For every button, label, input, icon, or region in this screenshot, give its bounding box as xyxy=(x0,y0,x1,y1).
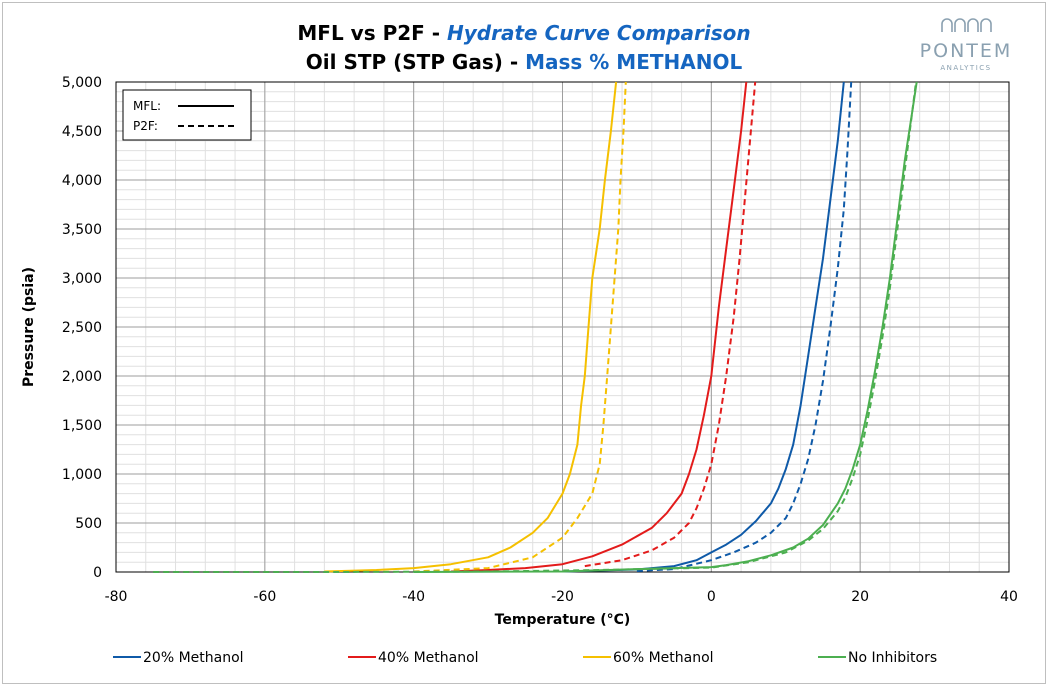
line-style-label: P2F: xyxy=(133,119,158,133)
major-gridlines xyxy=(115,81,1010,573)
series-line-20-methanol-p2f xyxy=(636,81,853,572)
series-line-60-methanol-mfl xyxy=(324,81,618,573)
legend-label: No Inhibitors xyxy=(848,650,937,666)
pontem-logo: PONTEM ANALYTICS xyxy=(920,18,1013,72)
y-tick-label: 3,500 xyxy=(62,222,102,238)
y-tick-label: 4,000 xyxy=(62,173,102,189)
title-line2-accent: Mass % METHANOL xyxy=(525,50,742,74)
logo-name: PONTEM xyxy=(920,40,1013,62)
legend-label: 40% Methanol xyxy=(378,650,479,666)
line-style-legend: MFL: P2F: xyxy=(122,89,252,141)
title-line1-prefix: MFL vs P2F - xyxy=(297,21,447,45)
hydrate-curve-chart: MFL vs P2F - Hydrate Curve Comparison Oi… xyxy=(21,18,1018,666)
series-line-40-methanol-p2f xyxy=(584,81,757,568)
x-tick-label: -60 xyxy=(253,589,276,605)
logo-tagline: ANALYTICS xyxy=(940,64,991,72)
legend-label: 60% Methanol xyxy=(613,650,714,666)
y-tick-label: 2,500 xyxy=(62,320,102,336)
title-line2-prefix: Oil STP (STP Gas) - xyxy=(306,50,525,74)
y-tick-label: 2,000 xyxy=(62,369,102,385)
x-tick-label: -80 xyxy=(105,589,128,605)
y-tick-label: 5,000 xyxy=(62,75,102,91)
title-line1-accent: Hydrate Curve Comparison xyxy=(447,21,751,45)
x-tick-label: 0 xyxy=(707,589,716,605)
pontem-logo-mark xyxy=(941,18,992,32)
y-tick-label: 3,000 xyxy=(62,271,102,287)
x-tick-label: 20 xyxy=(851,589,869,605)
chart-title-line2: Oil STP (STP Gas) - Mass % METHANOL xyxy=(306,50,743,74)
x-tick-label: 40 xyxy=(1000,589,1018,605)
x-axis-label: Temperature (°C) xyxy=(495,612,631,628)
series-line-60-methanol-p2f xyxy=(413,81,627,573)
series-line-no-inhibitors-p2f xyxy=(153,81,917,573)
y-axis-label: Pressure (psia) xyxy=(21,267,37,387)
series-line-40-methanol-mfl xyxy=(450,81,748,573)
x-tick-label: -40 xyxy=(402,589,425,605)
x-tick-label: -20 xyxy=(551,589,574,605)
y-tick-label: 1,500 xyxy=(62,418,102,434)
y-tick-label: 0 xyxy=(93,565,102,581)
y-tick-label: 500 xyxy=(75,516,102,532)
line-style-legend-box xyxy=(122,89,252,141)
y-axis-tick-labels: 0 500 1,000 1,500 2,000 2,500 3,000 3,500 4,000 4… xyxy=(62,75,102,581)
series-line-20-methanol-mfl xyxy=(562,81,845,573)
series-legend: 20% Methanol 40% Methanol 60% Methanol No I… xyxy=(113,650,937,666)
legend-label: 20% Methanol xyxy=(143,650,244,666)
line-style-label: MFL: xyxy=(133,99,161,113)
series-layer xyxy=(153,81,918,573)
y-tick-label: 1,000 xyxy=(62,467,102,483)
y-tick-label: 4,500 xyxy=(62,124,102,140)
chart-title-line1: MFL vs P2F - Hydrate Curve Comparison xyxy=(297,21,750,45)
x-axis-tick-labels: -80 -60 -40 -20 0 20 40 xyxy=(105,589,1018,605)
